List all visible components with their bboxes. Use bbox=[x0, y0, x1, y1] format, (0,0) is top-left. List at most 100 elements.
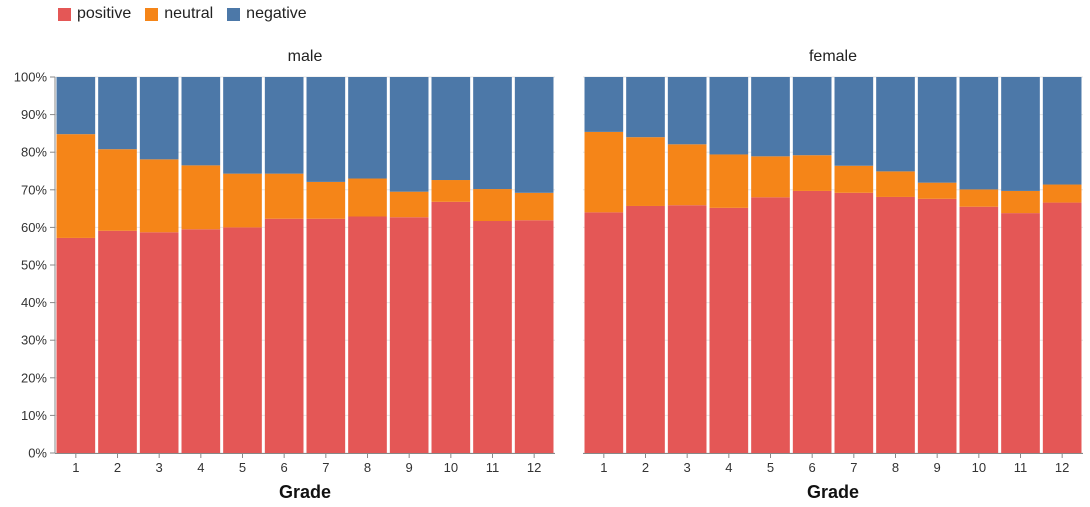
x-tick-label-male-5: 5 bbox=[239, 460, 246, 475]
bar-female-grade-8-positive bbox=[876, 196, 915, 453]
bar-female-grade-9-negative bbox=[917, 77, 957, 183]
x-tick-label-male-4: 4 bbox=[197, 460, 204, 475]
bar-male-grade-5-negative bbox=[223, 77, 262, 174]
x-tick-label-male-12: 12 bbox=[527, 460, 541, 475]
legend-item-neutral: neutral bbox=[145, 5, 213, 23]
bar-male-grade-8-positive bbox=[348, 216, 387, 453]
bar-female-grade-2-neutral bbox=[626, 137, 665, 206]
bar-female-grade-4-positive bbox=[709, 207, 749, 453]
y-tick-label-0: 0% bbox=[28, 446, 47, 461]
bar-female-grade-3-neutral bbox=[667, 144, 707, 206]
chart-legend: positive neutral negative bbox=[58, 4, 307, 24]
y-tick-label-7: 70% bbox=[21, 182, 47, 197]
bar-male-grade-4-negative bbox=[181, 77, 221, 166]
x-tick-label-female-3: 3 bbox=[684, 460, 691, 475]
bar-female-grade-12-neutral bbox=[1042, 184, 1082, 203]
legend-label-neutral: neutral bbox=[164, 5, 214, 22]
bar-female-grade-6-positive bbox=[792, 190, 832, 454]
x-axis-title-male: Grade bbox=[279, 482, 331, 502]
x-axis-title-female: Grade bbox=[807, 482, 859, 502]
x-tick-label-female-10: 10 bbox=[972, 460, 986, 475]
bar-female-grade-3-positive bbox=[667, 205, 707, 453]
bar-female-grade-4-negative bbox=[709, 77, 749, 155]
bar-female-grade-7-neutral bbox=[834, 165, 874, 193]
bar-female-grade-1-negative bbox=[584, 77, 624, 132]
bar-male-grade-12-neutral bbox=[514, 192, 554, 221]
x-tick-label-female-4: 4 bbox=[725, 460, 732, 475]
x-tick-label-male-8: 8 bbox=[364, 460, 371, 475]
bar-male-grade-11-negative bbox=[473, 77, 512, 190]
y-tick-label-6: 60% bbox=[21, 220, 47, 235]
x-tick-label-female-6: 6 bbox=[809, 460, 816, 475]
bar-female-grade-7-negative bbox=[834, 77, 874, 166]
bar-male-grade-2-positive bbox=[98, 230, 137, 453]
x-tick-label-female-2: 2 bbox=[642, 460, 649, 475]
bar-male-grade-5-neutral bbox=[223, 173, 262, 228]
bar-male-grade-10-positive bbox=[431, 201, 471, 453]
legend-item-positive: positive bbox=[58, 5, 131, 23]
x-tick-label-male-9: 9 bbox=[406, 460, 413, 475]
bar-male-grade-1-positive bbox=[56, 237, 96, 453]
bar-female-grade-9-neutral bbox=[917, 182, 957, 199]
legend-label-negative: negative bbox=[246, 5, 307, 22]
bar-male-grade-6-negative bbox=[264, 77, 304, 174]
legend-swatch-negative bbox=[227, 7, 241, 21]
bar-male-grade-10-negative bbox=[431, 77, 471, 181]
bar-male-grade-3-negative bbox=[139, 77, 179, 160]
bar-male-grade-7-positive bbox=[306, 218, 346, 453]
x-tick-label-male-6: 6 bbox=[281, 460, 288, 475]
legend-swatch-neutral bbox=[145, 7, 159, 21]
x-tick-label-female-9: 9 bbox=[934, 460, 941, 475]
bar-female-grade-5-neutral bbox=[751, 156, 790, 198]
bar-male-grade-1-neutral bbox=[56, 134, 96, 238]
bar-female-grade-3-negative bbox=[667, 77, 707, 145]
bar-female-grade-12-negative bbox=[1042, 77, 1082, 185]
bar-male-grade-7-neutral bbox=[306, 181, 346, 219]
bar-male-grade-5-positive bbox=[223, 227, 262, 453]
y-tick-label-2: 20% bbox=[21, 370, 47, 385]
legend-swatch-positive bbox=[58, 7, 71, 21]
bar-female-grade-10-neutral bbox=[959, 189, 999, 207]
bar-male-grade-12-negative bbox=[514, 77, 554, 193]
y-tick-label-3: 30% bbox=[21, 333, 47, 348]
bar-female-grade-11-neutral bbox=[1001, 190, 1040, 214]
y-tick-label-5: 50% bbox=[21, 258, 47, 273]
bar-female-grade-8-negative bbox=[876, 77, 915, 172]
bar-female-grade-11-positive bbox=[1001, 213, 1040, 453]
x-tick-label-male-3: 3 bbox=[156, 460, 163, 475]
x-tick-label-male-7: 7 bbox=[322, 460, 329, 475]
bar-male-grade-2-negative bbox=[98, 77, 137, 150]
bar-female-grade-12-positive bbox=[1042, 202, 1082, 453]
panel-title-female: female bbox=[809, 48, 857, 65]
x-tick-label-female-12: 12 bbox=[1055, 460, 1069, 475]
bar-male-grade-2-neutral bbox=[98, 149, 137, 231]
y-tick-label-8: 80% bbox=[21, 145, 47, 160]
y-tick-label-1: 10% bbox=[21, 408, 47, 423]
x-tick-label-female-8: 8 bbox=[892, 460, 899, 475]
legend-label-positive: positive bbox=[77, 5, 132, 22]
bar-male-grade-12-positive bbox=[514, 220, 554, 453]
legend-item-negative: negative bbox=[227, 5, 307, 23]
x-tick-label-female-5: 5 bbox=[767, 460, 774, 475]
bar-female-grade-2-negative bbox=[626, 77, 665, 138]
bar-male-grade-3-positive bbox=[139, 232, 179, 453]
bar-female-grade-6-negative bbox=[792, 77, 832, 156]
bar-male-grade-8-neutral bbox=[348, 178, 387, 217]
y-tick-label-10: 100% bbox=[14, 70, 48, 85]
x-tick-label-female-1: 1 bbox=[600, 460, 607, 475]
panel-title-male: male bbox=[288, 48, 323, 65]
bar-female-grade-9-positive bbox=[917, 198, 957, 453]
bar-female-grade-6-neutral bbox=[792, 155, 832, 191]
x-tick-label-male-1: 1 bbox=[72, 460, 79, 475]
bar-male-grade-1-negative bbox=[56, 77, 96, 135]
bar-male-grade-8-negative bbox=[348, 77, 387, 179]
bar-male-grade-10-neutral bbox=[431, 180, 471, 202]
bar-male-grade-6-positive bbox=[264, 218, 304, 453]
bar-female-grade-8-neutral bbox=[876, 171, 915, 197]
y-tick-label-4: 40% bbox=[21, 295, 47, 310]
bar-female-grade-5-negative bbox=[751, 77, 790, 157]
bar-male-grade-3-neutral bbox=[139, 159, 179, 233]
bar-male-grade-9-positive bbox=[389, 217, 429, 453]
bar-male-grade-6-neutral bbox=[264, 173, 304, 219]
